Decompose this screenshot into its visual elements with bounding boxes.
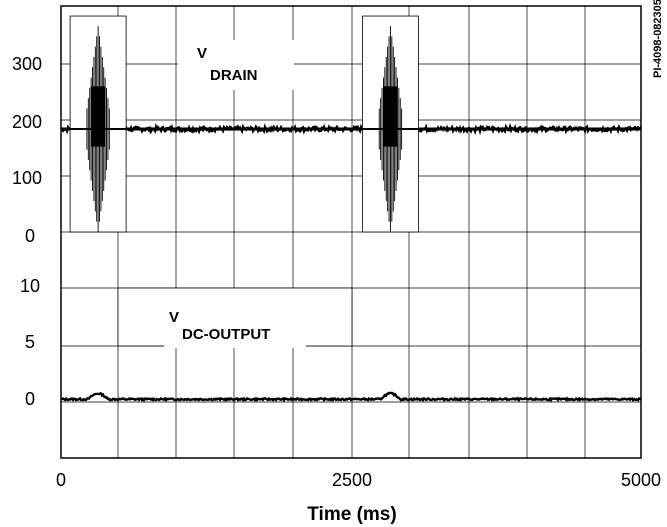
vdc-output-trace xyxy=(60,391,641,403)
y-tick-label: 0 xyxy=(25,226,35,246)
y-tick-label: 300 xyxy=(12,54,42,74)
vdrain-label-sub: DRAIN xyxy=(210,67,258,84)
y-tick-label: 0 xyxy=(25,389,35,409)
vdc-label-main: V xyxy=(169,309,179,326)
y-tick-label: 10 xyxy=(20,276,40,296)
plot-frame xyxy=(60,5,642,459)
vdc-output-series-label: V DC-OUTPUT xyxy=(164,304,306,348)
top-panel-y-ticks: 300 200 100 0 xyxy=(12,54,42,246)
x-axis-ticks: 0 2500 5000 xyxy=(56,470,661,490)
y-tick-label: 200 xyxy=(12,112,42,132)
figure-id: PI-4098-082305 xyxy=(652,0,664,78)
vdrain-label-main: V xyxy=(197,45,207,62)
vdrain-burst xyxy=(362,15,419,233)
x-tick-label: 2500 xyxy=(332,470,372,490)
traces xyxy=(60,15,642,403)
vdc-label-sub: DC-OUTPUT xyxy=(182,326,270,343)
vdrain-series-label: V DRAIN xyxy=(178,40,294,90)
x-tick-label: 5000 xyxy=(621,470,661,490)
grid xyxy=(61,6,641,458)
y-tick-label: 5 xyxy=(25,332,35,352)
bottom-panel-y-ticks: 10 5 0 xyxy=(20,276,40,409)
x-axis-label: Time (ms) xyxy=(307,504,396,525)
vdrain-burst xyxy=(69,15,127,233)
x-tick-label: 0 xyxy=(56,470,66,490)
y-tick-label: 100 xyxy=(12,168,42,188)
